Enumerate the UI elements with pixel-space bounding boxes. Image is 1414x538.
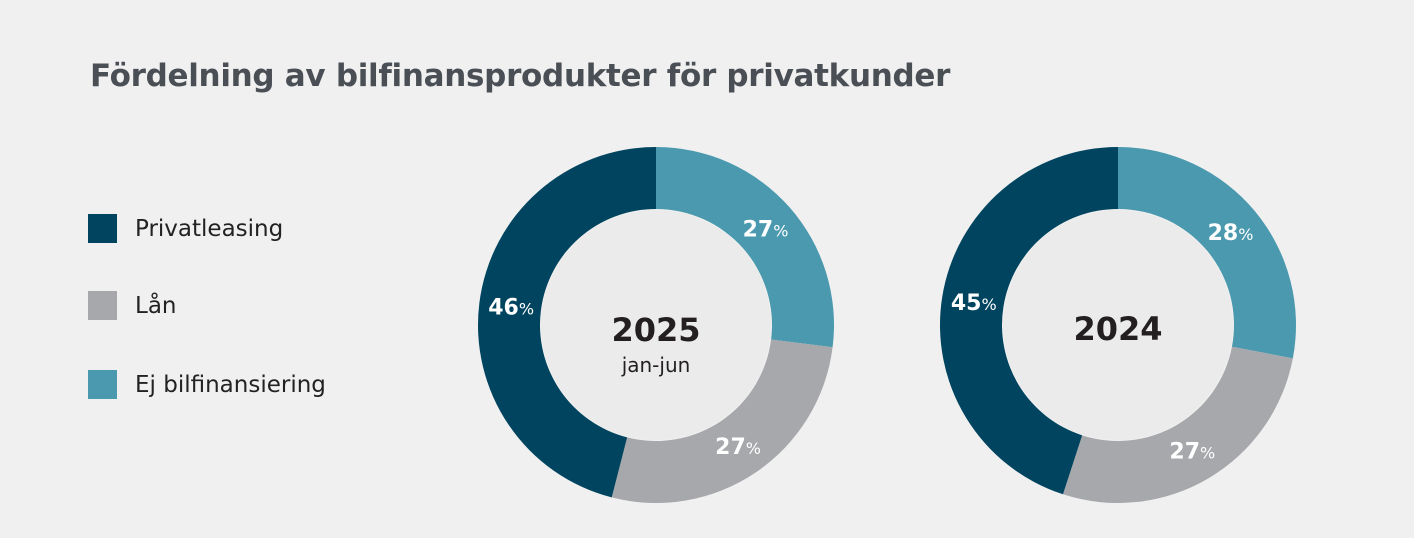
legend-item-lan: Lån [88, 291, 177, 320]
donut-hole [541, 210, 771, 440]
legend-swatch [88, 214, 117, 243]
data-label: 27% [1169, 440, 1215, 465]
slice-privatleasing [477, 146, 656, 498]
legend-swatch [88, 291, 117, 320]
data-label: 27% [715, 435, 761, 460]
donut-chart-2024: 28% 27% 45% 2024 [940, 146, 1296, 503]
slice-lan [611, 339, 833, 503]
slice-lan [1062, 346, 1293, 503]
legend-label: Ej bilfinansiering [135, 371, 326, 398]
donut-chart-2025: 27% 27% 46% 2025 jan-jun [477, 146, 835, 503]
legend-item-ej-bilfinansiering: Ej bilfinansiering [88, 370, 326, 399]
legend-label: Lån [135, 292, 177, 319]
slice-privatleasing [940, 146, 1118, 495]
slice-ej-bilfinansiering [656, 147, 835, 348]
data-label: 46% [488, 296, 534, 321]
slice-ej-bilfinansiering [1118, 147, 1296, 359]
legend-label: Privatleasing [135, 215, 284, 242]
legend-item-privatleasing: Privatleasing [88, 214, 283, 243]
data-label: 27% [743, 217, 789, 242]
center-year-label: 2025 [611, 311, 700, 349]
chart-title: Fördelning av bilfinansprodukter för pri… [90, 58, 951, 94]
data-label: 45% [951, 291, 997, 316]
center-period-label: jan-jun [621, 353, 691, 377]
donut-hole [1003, 210, 1233, 440]
data-label: 28% [1208, 221, 1254, 246]
center-year-label: 2024 [1073, 310, 1162, 348]
legend-swatch [88, 370, 117, 399]
